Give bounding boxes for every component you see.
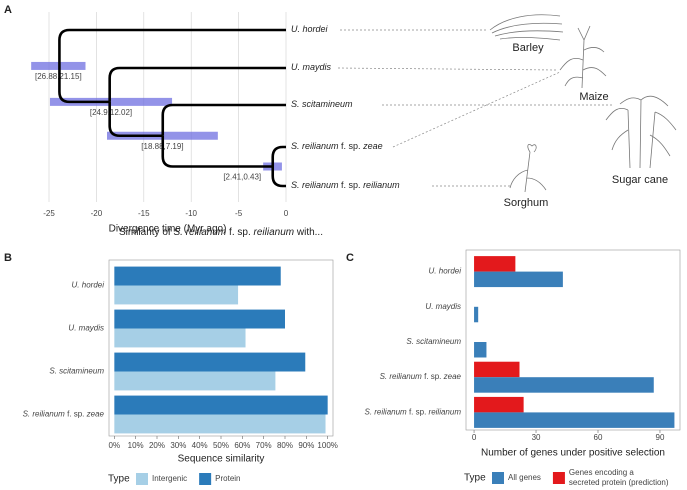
x-tick-label: -5	[235, 209, 243, 218]
x-tick-label: 70%	[256, 441, 272, 450]
x-tick-label: 10%	[128, 441, 144, 450]
tree-branch	[161, 103, 286, 136]
x-tick-label: 90%	[298, 441, 314, 450]
y-tick-label: U. maydis	[425, 302, 461, 311]
tree-branch	[271, 166, 286, 188]
host-label: Barley	[512, 42, 544, 54]
bar	[114, 352, 306, 372]
legend-label: All genes	[508, 473, 541, 482]
host-links	[337, 29, 612, 187]
x-axis-title: Number of genes under positive selection	[481, 448, 665, 459]
bar	[474, 342, 487, 358]
y-tick-label: S. scitamineum	[49, 367, 104, 376]
bar	[474, 306, 479, 323]
maize-icon	[559, 25, 607, 89]
leaf-label: S. reilianum f. sp. zeae	[291, 141, 383, 151]
panel-label: C	[346, 252, 354, 264]
x-tick-label: 40%	[192, 441, 208, 450]
x-axis-title: Divergence time (Myr ago)	[109, 224, 227, 235]
leaf-label: U. hordei	[291, 24, 329, 34]
x-tick-label: -10	[185, 209, 197, 218]
x-tick-label: 90	[656, 433, 665, 442]
tree-branch	[161, 135, 273, 168]
bar	[474, 396, 524, 413]
y-tick-label: U. hordei	[72, 281, 105, 290]
host-label: Maize	[579, 91, 608, 103]
x-tick-label: -20	[91, 209, 103, 218]
x-tick-label: 0	[472, 433, 477, 442]
barley-icon	[489, 14, 564, 41]
x-tick-label: 50%	[213, 441, 229, 450]
panel-label: A	[4, 4, 12, 16]
x-tick-label: 80%	[277, 441, 293, 450]
host-label: Sugar cane	[612, 174, 668, 186]
legend-swatch	[492, 472, 504, 484]
x-tick-label: 20%	[149, 441, 165, 450]
x-tick-label: -25	[43, 209, 55, 218]
y-tick-label: S. reilianum f. sp. reilianum	[364, 408, 461, 417]
legend-swatch	[552, 472, 565, 484]
panel-label: B	[4, 252, 12, 264]
y-tick-label: U. maydis	[68, 324, 104, 333]
bar	[474, 361, 520, 378]
bar	[114, 328, 246, 348]
x-tick-label: 30	[532, 433, 541, 442]
x-tick-label: -15	[138, 209, 150, 218]
tree-branch	[108, 66, 286, 102]
x-axis-title: Sequence similarity	[178, 454, 265, 465]
plot-frame	[465, 249, 681, 431]
tree-branch	[108, 101, 163, 138]
host-icons	[489, 14, 677, 193]
y-tick-label: S. scitamineum	[406, 337, 461, 346]
x-tick-label: 30%	[170, 441, 186, 450]
legend-label: Genes encoding a secreted protein (predi…	[569, 468, 669, 487]
bar	[474, 412, 675, 428]
confidence-interval	[49, 97, 173, 106]
legend-swatch	[136, 473, 148, 485]
x-tick-label: 0%	[109, 441, 121, 450]
bar	[114, 266, 281, 286]
bar	[114, 285, 239, 305]
leaf-label: S. reilianum f. sp. reilianum	[291, 180, 400, 190]
legend-swatch	[199, 473, 212, 485]
bar	[474, 256, 516, 272]
x-tick-label: 60	[594, 433, 603, 442]
tree-branch	[271, 145, 286, 167]
y-tick-label: S. reilianum f. sp. zeae	[23, 410, 105, 419]
interval-label: [24.9,12.02]	[90, 108, 132, 117]
bar	[114, 395, 328, 415]
y-tick-label: U. hordei	[429, 267, 462, 276]
legend-label: Intergenic	[152, 474, 187, 483]
bar	[114, 371, 276, 391]
x-tick-label: 60%	[234, 441, 250, 450]
sugar-cane-icon	[605, 95, 677, 169]
sorghum-icon	[509, 144, 547, 193]
y-tick-label: S. reilianum f. sp. zeae	[380, 372, 462, 381]
legend-label: Protein	[215, 474, 240, 483]
tree-branch	[58, 28, 286, 66]
tree-branch	[58, 65, 110, 104]
bar	[114, 414, 326, 434]
bar	[474, 377, 654, 393]
leaf-label: S. scitamineum	[291, 99, 353, 109]
host-label: Sorghum	[504, 197, 549, 209]
legend-title: Type	[108, 474, 130, 485]
leaf-label: U. maydis	[291, 62, 332, 72]
x-tick-label: 0	[284, 209, 289, 218]
link-line	[337, 67, 557, 71]
interval-label: [2.41,0.43]	[223, 173, 261, 182]
bar	[474, 271, 563, 288]
link-line	[392, 71, 561, 148]
legend-title: Type	[464, 473, 486, 484]
chart-title: Similarity of S. reilianum f. sp. reilia…	[119, 227, 323, 238]
bar	[114, 309, 285, 329]
x-tick-label: 100%	[317, 441, 337, 450]
